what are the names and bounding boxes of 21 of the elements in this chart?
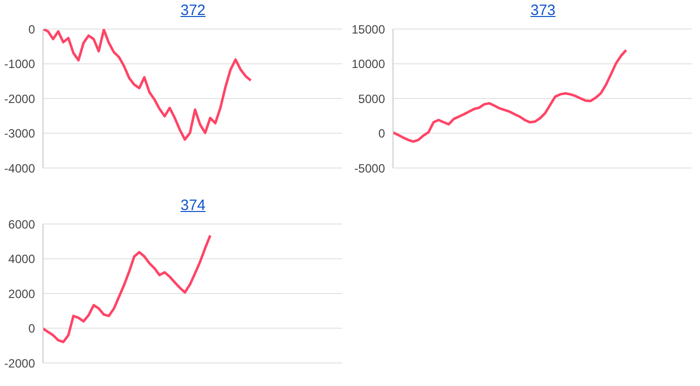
y-tick-label: 0: [378, 126, 386, 141]
line-series: [42, 29, 252, 141]
y-tick-label: -2000: [4, 92, 36, 106]
y-tick-label: -2000: [4, 356, 36, 370]
y-tick-label: 6000: [8, 217, 36, 232]
y-tick-label: 0: [28, 22, 36, 36]
y-tick-label: 0: [28, 322, 36, 336]
y-tick-label: -3000: [4, 126, 36, 141]
chart-title: 372: [179, 2, 207, 19]
y-tick-label: 10000: [352, 57, 386, 72]
y-tick-label: 4000: [8, 252, 36, 266]
y-tick-label: 15000: [352, 22, 386, 36]
chart-title: 374: [179, 197, 207, 214]
y-tick-label: -4000: [4, 161, 36, 176]
y-tick-label: -1000: [4, 57, 36, 72]
line-series: [42, 234, 212, 344]
chart-title: 373: [529, 2, 557, 19]
y-tick-label: 2000: [8, 286, 36, 301]
y-tick-label: -5000: [354, 161, 386, 176]
line-series: [392, 48, 628, 143]
y-tick-label: 5000: [358, 92, 386, 106]
